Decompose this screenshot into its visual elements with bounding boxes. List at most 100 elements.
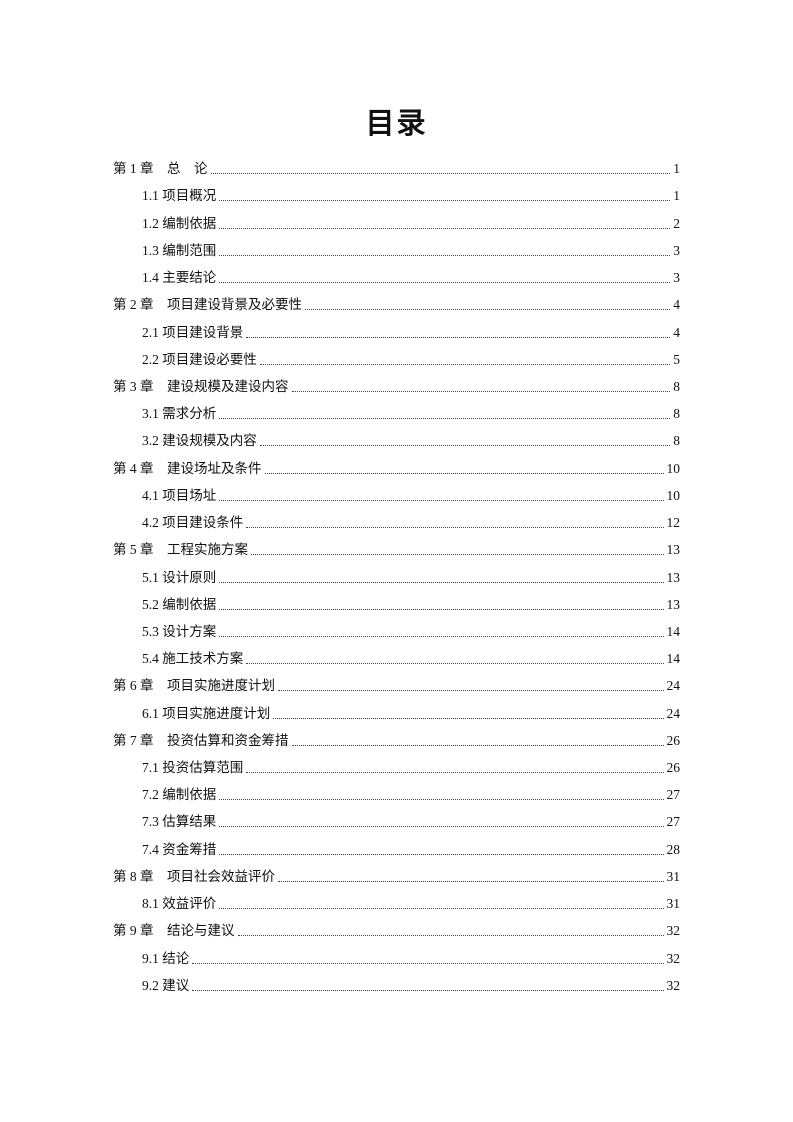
toc-page-number: 12 [666, 515, 681, 531]
toc-entry-label: 1.2 编制依据 [142, 215, 217, 231]
toc-chapter-entry[interactable]: 第 7 章 投资估算和资金筹措 26 [113, 727, 680, 754]
toc-section-entry[interactable]: 7.2 编制依据 27 [113, 781, 680, 808]
toc-entry-label: 4.2 项目建设条件 [142, 515, 244, 531]
leader-dots [192, 962, 664, 964]
leader-dots [219, 826, 664, 828]
toc-page-number: 27 [666, 787, 681, 803]
toc-section-entry[interactable]: 4.2 项目建设条件 12 [113, 509, 680, 536]
toc-page-number: 4 [673, 297, 680, 313]
toc-entry-label: 1.4 主要结论 [142, 270, 217, 286]
toc-page-number: 13 [666, 542, 681, 558]
toc-entry-label: 9.1 结论 [142, 950, 190, 966]
toc-section-entry[interactable]: 1.1 项目概况 1 [113, 182, 680, 209]
leader-dots [219, 499, 664, 501]
toc-page-number: 5 [673, 351, 680, 367]
toc-entry-label: 1.3 编制范围 [142, 242, 217, 258]
leader-dots [259, 363, 671, 365]
leader-dots [210, 173, 671, 175]
toc-section-entry[interactable]: 6.1 项目实施进度计划 24 [113, 699, 680, 726]
toc-entry-label: 第 9 章 结论与建议 [113, 923, 235, 939]
leader-dots [278, 880, 664, 882]
toc-page-number: 26 [666, 760, 681, 776]
leader-dots [192, 989, 664, 991]
toc-entry-label: 5.4 施工技术方案 [142, 651, 244, 667]
toc-page-number: 8 [673, 378, 680, 394]
toc-page-number: 8 [673, 433, 680, 449]
toc-entry-label: 4.1 项目场址 [142, 487, 217, 503]
toc-entry-label: 1.1 项目概况 [142, 188, 217, 204]
toc-page-number: 10 [666, 487, 681, 503]
toc-page-number: 13 [666, 569, 681, 585]
toc-page-number: 3 [673, 242, 680, 258]
leader-dots [246, 527, 664, 529]
leader-dots [246, 772, 664, 774]
toc-section-entry[interactable]: 1.3 编制范围 3 [113, 237, 680, 264]
toc-page-number: 13 [666, 596, 681, 612]
toc-page-number: 4 [673, 324, 680, 340]
leader-dots [219, 282, 671, 284]
toc-entry-label: 7.2 编制依据 [142, 787, 217, 803]
toc-section-entry[interactable]: 9.2 建议 32 [113, 972, 680, 999]
toc-section-entry[interactable]: 3.1 需求分析 8 [113, 400, 680, 427]
toc-section-entry[interactable]: 2.2 项目建设必要性 5 [113, 346, 680, 373]
table-of-contents: 第 1 章 总 论 1 1.1 项目概况 1 1.2 编制依据 2 1.3 编制范围 3 1.4… [113, 155, 680, 999]
toc-section-entry[interactable]: 2.1 项目建设背景 4 [113, 318, 680, 345]
toc-entry-label: 6.1 项目实施进度计划 [142, 705, 271, 721]
leader-dots [219, 581, 664, 583]
toc-section-entry[interactable]: 9.1 结论 32 [113, 944, 680, 971]
toc-entry-label: 7.1 投资估算范围 [142, 760, 244, 776]
toc-chapter-entry[interactable]: 第 6 章 项目实施进度计划 24 [113, 672, 680, 699]
toc-section-entry[interactable]: 5.4 施工技术方案 14 [113, 645, 680, 672]
toc-page-number: 28 [666, 841, 681, 857]
leader-dots [259, 445, 671, 447]
toc-entry-label: 第 4 章 建设场址及条件 [113, 460, 262, 476]
leader-dots [278, 690, 664, 692]
toc-entry-label: 第 8 章 项目社会效益评价 [113, 868, 275, 884]
toc-section-entry[interactable]: 7.4 资金筹措 28 [113, 835, 680, 862]
toc-section-entry[interactable]: 8.1 效益评价 31 [113, 890, 680, 917]
toc-entry-label: 第 3 章 建设规模及建设内容 [113, 378, 289, 394]
toc-page-number: 24 [666, 678, 681, 694]
leader-dots [246, 336, 671, 338]
toc-entry-label: 7.3 估算结果 [142, 814, 217, 830]
toc-chapter-entry[interactable]: 第 2 章 项目建设背景及必要性 4 [113, 291, 680, 318]
leader-dots [273, 717, 664, 719]
toc-page-number: 32 [666, 950, 681, 966]
leader-dots [219, 853, 664, 855]
toc-page-number: 31 [666, 868, 681, 884]
toc-entry-label: 5.1 设计原则 [142, 569, 217, 585]
toc-page-number: 14 [666, 623, 681, 639]
leader-dots [305, 309, 671, 311]
toc-section-entry[interactable]: 1.4 主要结论 3 [113, 264, 680, 291]
toc-section-entry[interactable]: 5.2 编制依据 13 [113, 591, 680, 618]
toc-section-entry[interactable]: 7.1 投资估算范围 26 [113, 754, 680, 781]
toc-page-number: 32 [666, 923, 681, 939]
toc-chapter-entry[interactable]: 第 4 章 建设场址及条件 10 [113, 454, 680, 481]
leader-dots [219, 608, 664, 610]
toc-chapter-entry[interactable]: 第 3 章 建设规模及建设内容 8 [113, 373, 680, 400]
toc-page-number: 27 [666, 814, 681, 830]
leader-dots [219, 635, 664, 637]
toc-section-entry[interactable]: 5.1 设计原则 13 [113, 563, 680, 590]
leader-dots [291, 744, 664, 746]
leader-dots [246, 663, 664, 665]
toc-page-number: 8 [673, 406, 680, 422]
toc-chapter-entry[interactable]: 第 9 章 结论与建议 32 [113, 917, 680, 944]
toc-entry-label: 3.1 需求分析 [142, 406, 217, 422]
toc-section-entry[interactable]: 4.1 项目场址 10 [113, 482, 680, 509]
toc-chapter-entry[interactable]: 第 5 章 工程实施方案 13 [113, 536, 680, 563]
toc-section-entry[interactable]: 7.3 估算结果 27 [113, 808, 680, 835]
toc-chapter-entry[interactable]: 第 8 章 项目社会效益评价 31 [113, 863, 680, 890]
leader-dots [219, 418, 671, 420]
toc-section-entry[interactable]: 1.2 编制依据 2 [113, 209, 680, 236]
toc-entry-label: 第 1 章 总 论 [113, 161, 208, 177]
toc-section-entry[interactable]: 5.3 设计方案 14 [113, 618, 680, 645]
toc-chapter-entry[interactable]: 第 1 章 总 论 1 [113, 155, 680, 182]
leader-dots [251, 554, 664, 556]
toc-entry-label: 7.4 资金筹措 [142, 841, 217, 857]
toc-page-number: 24 [666, 705, 681, 721]
page-title: 目录 [365, 108, 428, 140]
toc-section-entry[interactable]: 3.2 建设规模及内容 8 [113, 427, 680, 454]
leader-dots [237, 935, 664, 937]
toc-page-number: 26 [666, 732, 681, 748]
